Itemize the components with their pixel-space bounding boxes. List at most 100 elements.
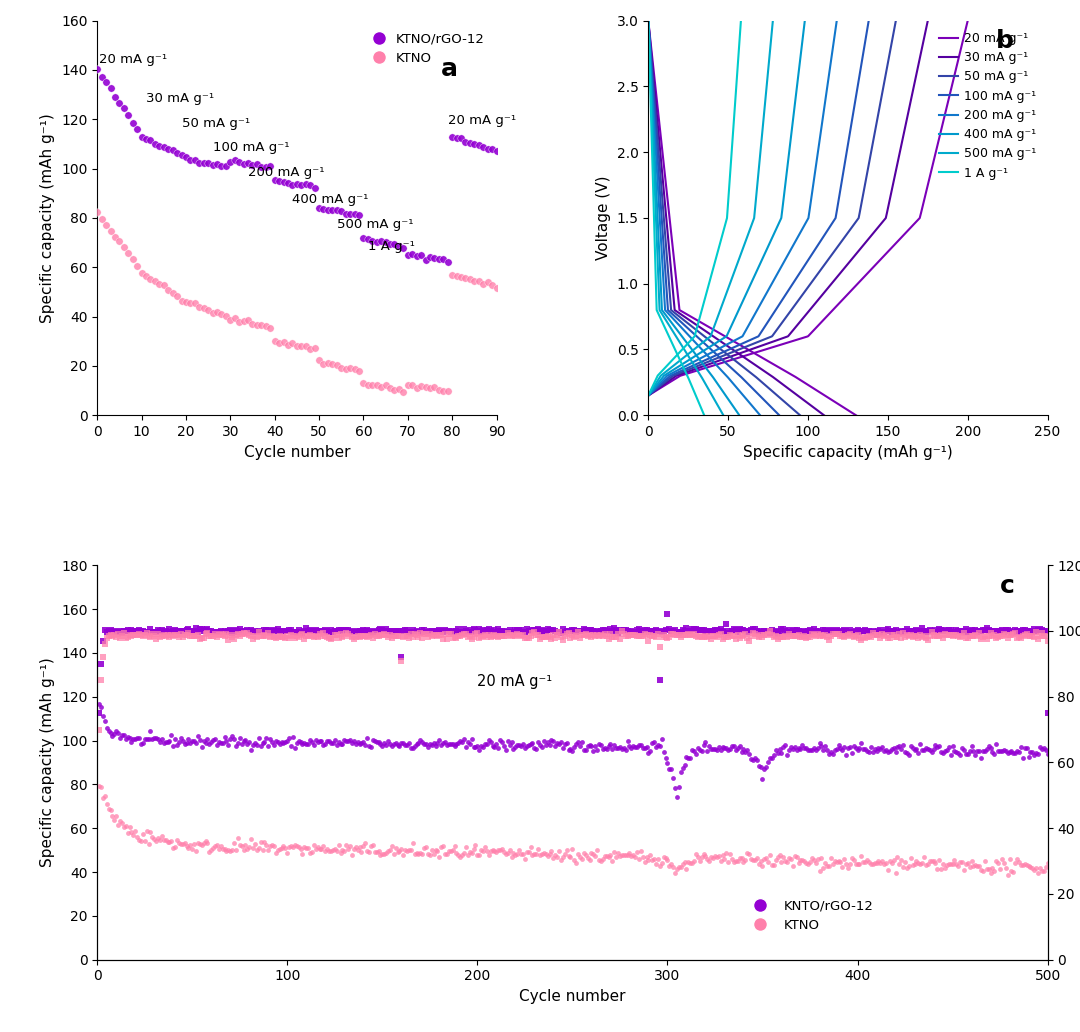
Point — [267, 845, 284, 862]
Point — [436, 625, 454, 642]
Point — [781, 622, 798, 639]
Point — [229, 624, 246, 641]
Point — [546, 738, 564, 754]
Point — [1011, 623, 1028, 640]
Point — [592, 853, 609, 870]
Point — [283, 738, 300, 754]
Point — [1003, 863, 1021, 879]
Point — [631, 737, 648, 753]
Point — [208, 623, 226, 640]
Point — [281, 730, 298, 746]
Point — [394, 622, 411, 639]
Point — [912, 735, 929, 751]
Point — [100, 801, 118, 817]
Point — [672, 764, 689, 780]
Point — [123, 621, 140, 638]
Point — [954, 740, 971, 756]
Point — [719, 742, 737, 759]
Point — [777, 623, 794, 640]
Point — [644, 735, 661, 751]
Point — [463, 623, 481, 640]
Point — [733, 850, 751, 867]
Point — [96, 787, 113, 804]
Point — [131, 832, 148, 848]
Point — [976, 743, 994, 760]
Point — [634, 849, 651, 866]
Point — [697, 623, 714, 640]
Point — [354, 734, 372, 750]
Point — [661, 858, 678, 874]
Point — [341, 622, 359, 639]
Point — [140, 731, 158, 747]
Point — [333, 203, 350, 220]
Point — [1022, 744, 1039, 761]
Point — [646, 627, 663, 644]
Point — [758, 623, 775, 640]
Point — [949, 745, 967, 762]
Point — [558, 625, 576, 642]
Point — [894, 860, 912, 876]
Point — [524, 847, 541, 864]
Point — [891, 738, 908, 754]
Point — [971, 622, 988, 639]
Point — [119, 825, 136, 841]
Point — [98, 720, 116, 737]
Point — [246, 628, 264, 645]
Point — [136, 626, 153, 643]
Point — [159, 734, 176, 750]
Point — [942, 622, 959, 639]
Point — [390, 237, 407, 254]
Point — [856, 853, 874, 870]
Point — [504, 844, 522, 861]
Point — [137, 267, 154, 284]
Point — [259, 738, 276, 754]
Point — [611, 847, 629, 864]
Point — [172, 625, 189, 642]
Point — [221, 154, 239, 170]
Point — [767, 851, 784, 868]
Point — [577, 622, 594, 639]
Point — [96, 636, 113, 652]
Point — [551, 623, 568, 640]
Point — [151, 628, 168, 645]
Point — [476, 622, 494, 639]
Text: 20 mA g⁻¹: 20 mA g⁻¹ — [448, 115, 516, 127]
Point — [629, 739, 646, 755]
Point — [606, 628, 623, 645]
Point — [164, 285, 181, 301]
Point — [526, 845, 543, 862]
Point — [522, 839, 539, 856]
Point — [699, 743, 716, 760]
Point — [537, 846, 554, 863]
Point — [467, 622, 484, 639]
Point — [788, 848, 806, 865]
Point — [1037, 622, 1054, 639]
Point — [774, 739, 792, 755]
Point — [828, 626, 846, 643]
Point — [417, 626, 434, 643]
Point — [451, 849, 469, 866]
Point — [186, 294, 203, 311]
Point — [694, 622, 712, 639]
Point — [639, 744, 657, 761]
Point — [1039, 633, 1056, 649]
Point — [157, 622, 174, 639]
Point — [1027, 860, 1044, 876]
Point — [173, 293, 190, 310]
Point — [929, 861, 946, 877]
Point — [313, 627, 330, 644]
Point — [1039, 705, 1056, 721]
Point — [494, 841, 511, 858]
Point — [116, 622, 133, 639]
Point — [739, 630, 756, 646]
Point — [853, 632, 870, 648]
Point — [851, 739, 868, 755]
Point — [359, 622, 376, 639]
Point — [184, 624, 201, 641]
Point — [598, 741, 616, 757]
Point — [144, 625, 161, 642]
Point — [149, 830, 166, 846]
Point — [623, 623, 640, 640]
Point — [467, 626, 484, 643]
Point — [526, 622, 543, 639]
